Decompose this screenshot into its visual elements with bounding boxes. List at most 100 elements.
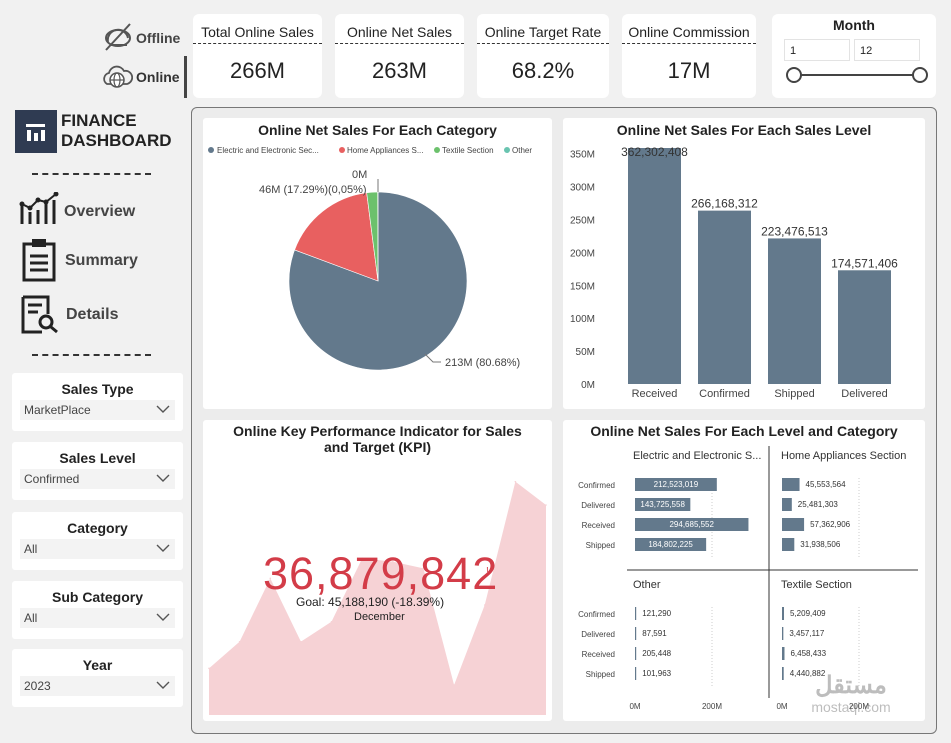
kpi-panel: Online Key Performance Indicator for Sal…: [203, 420, 552, 721]
matrix-bar[interactable]: [782, 667, 784, 680]
bar-received[interactable]: [628, 148, 681, 384]
kpi-warning-indicator: !: [486, 566, 489, 577]
kpi-divider: [477, 43, 609, 44]
sales-type-dropdown[interactable]: MarketPlace: [20, 400, 175, 420]
bar-chart[interactable]: 0M 50M 100M 150M 200M 250M 300M 350M 362,302,408…: [563, 118, 925, 409]
legend-textile[interactable]: Textile Section: [442, 146, 494, 155]
y-tick-label: 0M: [581, 380, 595, 391]
legend-home-appliances[interactable]: Home Appliances S...: [347, 146, 423, 155]
month-slicer-title: Month: [833, 17, 875, 33]
small-multiple-title: Other: [633, 579, 661, 591]
matrix-bar[interactable]: [635, 478, 717, 491]
x-axis-tick: 200M: [702, 702, 722, 711]
month-slider-max-handle[interactable]: [912, 67, 928, 83]
finance-logo-icon: [15, 110, 57, 153]
kpi-card-total-online-sales: Total Online Sales 266M: [193, 14, 322, 98]
kpi-title: Online Target Rate: [484, 24, 602, 40]
line-chart-icon: [19, 192, 59, 224]
kpi-trend-point: [422, 567, 425, 570]
legend-electric[interactable]: Electric and Electronic Sec...: [217, 146, 319, 155]
x-tick-label: Shipped: [774, 388, 814, 400]
month-max-input[interactable]: 12: [854, 39, 920, 61]
matrix-bar[interactable]: [782, 647, 785, 660]
matrix-bar[interactable]: [782, 607, 785, 620]
matrix-bar[interactable]: [782, 627, 784, 640]
kpi-trend-point: [300, 640, 302, 643]
dropdown-value: MarketPlace: [24, 403, 91, 417]
matrix-bar-label: 212,523,019: [654, 480, 699, 489]
kpi-value: 68.2%: [511, 58, 575, 83]
matrix-bar[interactable]: [635, 518, 749, 531]
matrix-bar-label: 4,440,882: [790, 669, 826, 678]
matrix-bar[interactable]: [635, 667, 637, 680]
chevron-down-icon: [156, 544, 170, 552]
kpi-title: Total Online Sales: [201, 24, 314, 40]
watermark: مستقل mostaql.com: [786, 673, 916, 716]
sub-category-dropdown[interactable]: All: [20, 608, 175, 628]
filter-title: Sales Level: [59, 450, 136, 466]
pie-slice-home-appliances[interactable]: [294, 192, 379, 282]
kpi-main-value: 36,879,842: [263, 548, 499, 599]
bar-title: Online Net Sales For Each Sales Level: [616, 122, 872, 138]
y-tick-label: 250M: [570, 216, 595, 227]
pie-chart[interactable]: Electric and Electronic Sec... Home Appl…: [203, 118, 552, 409]
matrix-bar[interactable]: [782, 538, 795, 551]
chevron-down-icon: [156, 474, 170, 482]
online-active-indicator: [184, 56, 187, 98]
matrix-bar[interactable]: [635, 538, 707, 551]
kpi-trend-point: [330, 620, 333, 623]
kpi-trend-point: [361, 557, 363, 560]
matrix-bar[interactable]: [782, 478, 800, 491]
bar-data-label: 174,571,406: [831, 256, 898, 270]
sales-level-dropdown[interactable]: Confirmed: [20, 469, 175, 489]
brand: FINANCE DASHBOARD: [15, 110, 187, 154]
bar-data-label: 362,302,408: [621, 145, 688, 159]
matrix-bar-label: 184,802,225: [648, 540, 693, 549]
nav-item-details[interactable]: Details: [20, 294, 180, 334]
pie-label-other: 0M: [352, 169, 367, 181]
bar-confirmed[interactable]: [698, 210, 751, 384]
filter-year: Year 2023: [12, 649, 183, 707]
row-label: Delivered: [581, 501, 615, 510]
matrix-title: Online Net Sales For Each Level and Cate…: [590, 423, 898, 439]
bar-shipped[interactable]: [768, 238, 821, 384]
filter-category: Category All: [12, 512, 183, 570]
matrix-bar[interactable]: [635, 647, 637, 660]
kpi-trend-point: [392, 560, 394, 563]
small-multiples-chart[interactable]: Electric and Electronic S... Confirmed 212…: [563, 420, 925, 721]
matrix-bar[interactable]: [635, 607, 637, 620]
month-min-input[interactable]: 1: [784, 39, 850, 61]
matrix-bar-label: 121,290: [642, 609, 671, 618]
legend-other[interactable]: Other: [512, 146, 532, 155]
bar-delivered[interactable]: [838, 270, 891, 384]
offline-button[interactable]: Offline: [98, 18, 188, 52]
kpi-period: December: [354, 611, 405, 623]
matrix-bar-label: 25,481,303: [798, 500, 839, 509]
matrix-bar[interactable]: [782, 498, 792, 511]
month-slider-track: [794, 74, 920, 76]
y-tick-label: 200M: [570, 248, 595, 259]
brand-line-1: FINANCE: [61, 111, 137, 130]
matrix-bar[interactable]: [635, 498, 691, 511]
pie-label-textile: (0,05%): [328, 184, 367, 196]
online-button[interactable]: Online: [98, 60, 188, 94]
y-tick-label: 150M: [570, 281, 595, 292]
kpi-trend-point: [238, 640, 241, 643]
matrix-bar[interactable]: [782, 518, 805, 531]
nav-item-overview[interactable]: Overview: [18, 192, 178, 228]
matrix-bar[interactable]: [635, 627, 637, 640]
kpi-value: 263M: [371, 58, 428, 83]
kpi-title: Online Net Sales: [346, 24, 453, 40]
y-tick-label: 300M: [570, 183, 595, 194]
nav-item-summary[interactable]: Summary: [20, 238, 180, 282]
category-dropdown[interactable]: All: [20, 539, 175, 559]
year-dropdown[interactable]: 2023: [20, 676, 175, 696]
kpi-trend-point: [483, 604, 486, 606]
pie-label-home-appliances: 46M (17.29%): [259, 184, 328, 196]
nav-divider-bottom: [32, 354, 151, 356]
x-axis-tick: 0M: [629, 702, 640, 711]
globe-cloud-icon: [103, 65, 133, 88]
nav-label: Summary: [65, 252, 138, 269]
month-slider-min-handle[interactable]: [786, 67, 802, 83]
small-multiple-title: Textile Section: [781, 579, 852, 591]
